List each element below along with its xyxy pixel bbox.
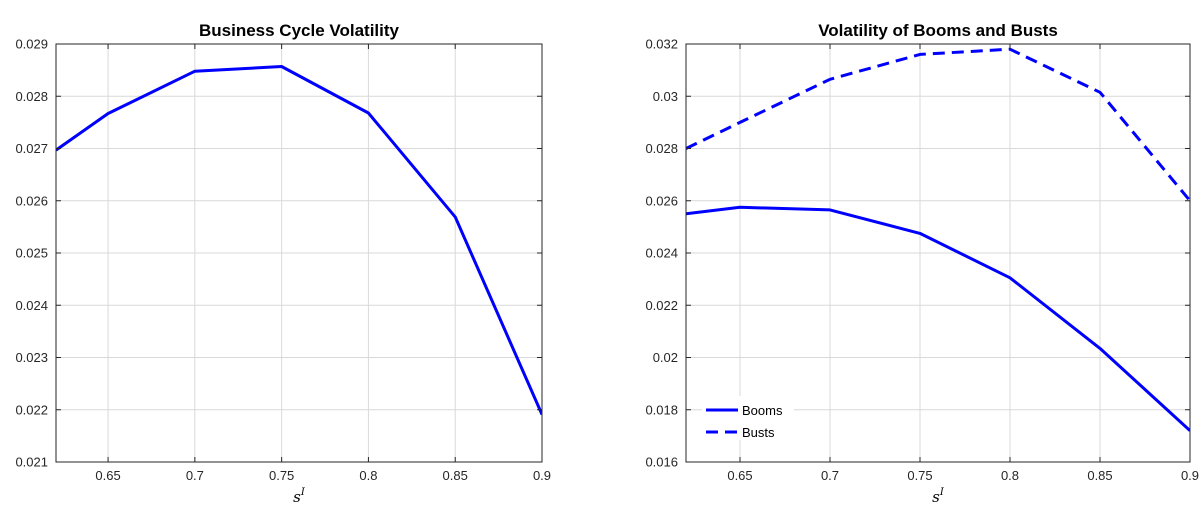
y-tick-label: 0.023 <box>15 350 48 365</box>
x-tick-label: 0.65 <box>95 468 120 483</box>
y-tick-label: 0.026 <box>645 193 678 208</box>
y-tick-label: 0.03 <box>653 89 678 104</box>
x-tick-label: 0.75 <box>269 468 294 483</box>
y-tick-label: 0.027 <box>15 141 48 156</box>
x-tick-label: 0.85 <box>1087 468 1112 483</box>
x-axis-label: sI <box>293 487 306 505</box>
y-tick-label: 0.028 <box>645 141 678 156</box>
x-tick-label: 0.7 <box>821 468 839 483</box>
y-tick-label: 0.022 <box>645 298 678 313</box>
x-axis-label: sI <box>932 487 945 505</box>
chart-volatility-booms-busts: 0.65 0.7 0.75 0.8 0.85 0.9 0.016 0.018 0.02 0.022… <box>645 21 1199 505</box>
y-tick-label: 0.028 <box>15 89 48 104</box>
y-tick-label: 0.029 <box>15 37 48 52</box>
x-tick-label: 0.8 <box>359 468 377 483</box>
chart-title: Business Cycle Volatility <box>199 21 400 40</box>
y-tick-label: 0.022 <box>15 402 48 417</box>
x-tick-label: 0.9 <box>1181 468 1199 483</box>
y-tick-label: 0.025 <box>15 246 48 261</box>
y-tick-label: 0.024 <box>645 246 678 261</box>
chart-business-cycle-volatility: 0.65 0.7 0.75 0.8 0.85 0.9 0.021 0.022 0.023 0.02… <box>15 21 551 505</box>
series-line-0 <box>56 65 542 416</box>
x-tick-label: 0.7 <box>186 468 204 483</box>
x-tick-label: 0.9 <box>533 468 551 483</box>
y-tick-label: 0.032 <box>645 37 678 52</box>
legend: Booms Busts <box>702 396 794 440</box>
y-tick-label: 0.018 <box>645 402 678 417</box>
y-tick-label: 0.026 <box>15 193 48 208</box>
series-line-booms <box>686 205 1190 432</box>
chart-title: Volatility of Booms and Busts <box>818 21 1058 40</box>
x-tick-label: 0.8 <box>1001 468 1019 483</box>
y-tick-label: 0.021 <box>15 455 48 470</box>
x-tick-label: 0.75 <box>907 468 932 483</box>
x-tick-label: 0.65 <box>727 468 752 483</box>
x-tick-label: 0.85 <box>443 468 468 483</box>
y-tick-label: 0.016 <box>645 455 678 470</box>
legend-label-booms: Booms <box>742 403 783 418</box>
legend-label-busts: Busts <box>742 425 775 440</box>
y-tick-label: 0.024 <box>15 298 48 313</box>
y-tick-label: 0.02 <box>653 350 678 365</box>
series-line-busts <box>686 47 1190 202</box>
